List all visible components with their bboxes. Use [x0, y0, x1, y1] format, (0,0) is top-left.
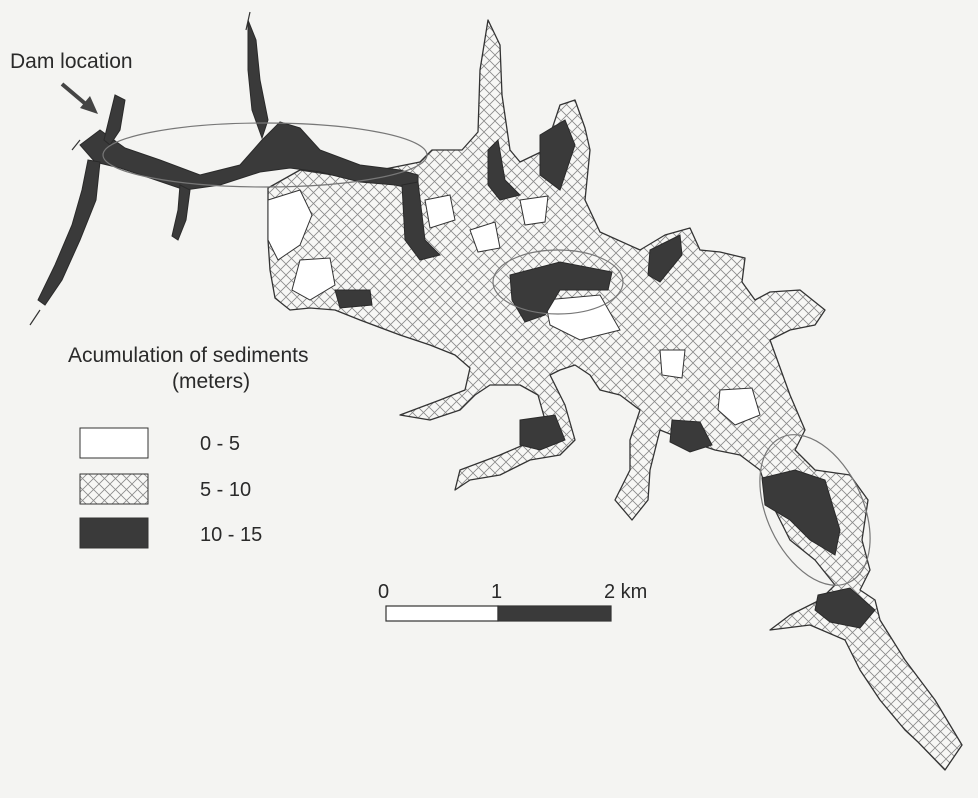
dark-small-tributary [171, 184, 191, 241]
scale-tick-2: 2 km [604, 581, 647, 603]
highlight-ellipses [102, 122, 871, 586]
white-patch [469, 221, 501, 253]
dark-patch [519, 414, 566, 451]
scale-bar-white-segment [385, 605, 499, 622]
ellipse-south [759, 434, 871, 586]
dark-patch [334, 289, 373, 309]
scale-bar-dark-segment [497, 605, 612, 622]
white-patch [659, 349, 686, 379]
white-patch [424, 194, 456, 229]
dark-north-tributary [247, 19, 269, 140]
white-patch [267, 189, 313, 261]
zone-10-15 [37, 19, 876, 629]
legend-label-0-5: 0 - 5 [200, 433, 240, 455]
dam-arrow-shaft [60, 82, 90, 108]
legend: Acumulation of sediments (meters) 0 - 5 … [68, 344, 308, 549]
dam-annotation: Dam location [10, 50, 133, 114]
dark-patch [487, 138, 521, 201]
ellipse-west [102, 122, 428, 188]
ellipse-middle [492, 249, 624, 315]
dark-patch [539, 119, 576, 191]
dark-patch [647, 234, 683, 283]
legend-label-10-15: 10 - 15 [200, 524, 262, 546]
scale-bar: 0 1 2 km [378, 581, 647, 622]
legend-label-5-10: 5 - 10 [200, 479, 251, 501]
dark-west-tributary [37, 159, 101, 306]
legend-title-line1: Acumulation of sediments [68, 344, 308, 367]
scale-tick-0: 0 [378, 581, 389, 603]
reservoir-body-crosshatch [267, 19, 963, 771]
white-patch [717, 387, 761, 426]
dark-patch [814, 587, 876, 629]
dam-arrow-head-icon [80, 96, 98, 114]
dark-patch [401, 181, 441, 261]
dark-tributary [103, 94, 126, 146]
reservoir [267, 19, 963, 771]
dark-patch [669, 419, 713, 453]
white-patch [291, 257, 336, 301]
western-arm-outline [29, 11, 251, 326]
legend-swatch-crosshatch [79, 473, 149, 505]
scale-tick-1: 1 [491, 581, 502, 603]
white-patch [519, 195, 549, 226]
dark-patch [761, 469, 841, 556]
dam-location-label: Dam location [10, 50, 133, 73]
zone-0-5-patches [267, 189, 761, 426]
legend-swatch-dark [79, 517, 149, 549]
dark-patch [509, 261, 613, 323]
legend-swatch-white [79, 427, 149, 459]
legend-title-line2: (meters) [172, 370, 250, 393]
